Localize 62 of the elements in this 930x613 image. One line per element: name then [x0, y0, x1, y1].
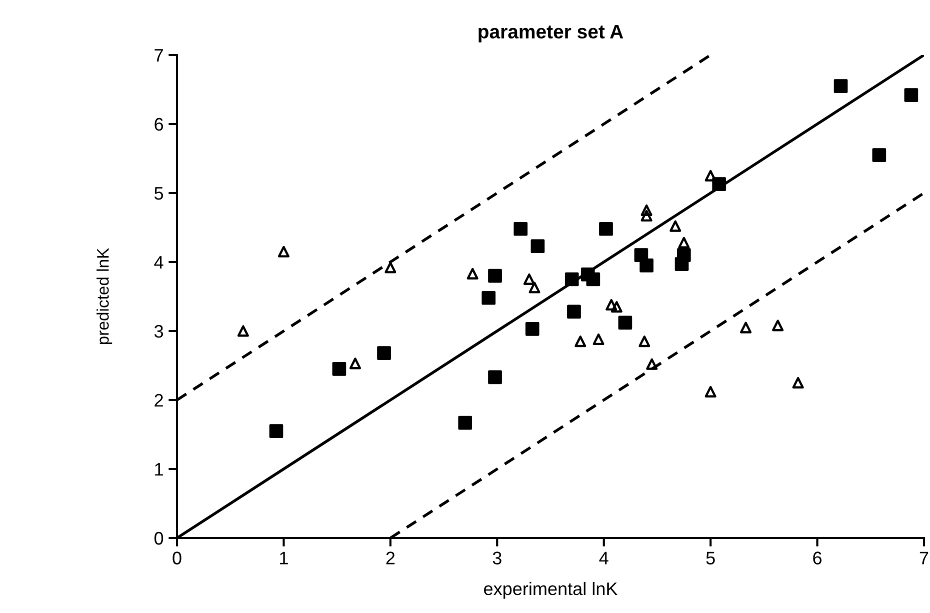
point — [530, 239, 545, 254]
point — [528, 282, 540, 294]
point — [618, 316, 632, 330]
point — [904, 88, 918, 102]
point — [599, 222, 613, 236]
point — [488, 268, 502, 283]
point — [670, 220, 682, 232]
x-tick-label: 7 — [920, 552, 928, 564]
x-tick-label: 1 — [280, 552, 288, 564]
point — [606, 299, 618, 311]
point — [638, 336, 650, 348]
x-tick-label: 4 — [599, 552, 608, 564]
point — [567, 304, 581, 319]
point — [792, 376, 804, 389]
point — [237, 325, 249, 337]
point — [514, 222, 528, 236]
chart-title: parameter set A — [478, 24, 624, 42]
y-tick-label: 6 — [154, 118, 164, 131]
point — [488, 370, 502, 384]
point — [640, 258, 654, 272]
point — [523, 273, 535, 286]
y-tick-label: 4 — [154, 256, 164, 269]
x-tick-label: 6 — [813, 552, 822, 564]
point — [704, 170, 716, 182]
y-tick-label: 3 — [154, 324, 164, 338]
y-tick-label: 5 — [154, 187, 164, 200]
point — [269, 424, 284, 438]
x-tick-label: 3 — [492, 552, 502, 564]
x-tick-label: 5 — [706, 552, 715, 564]
point — [525, 322, 540, 336]
y-tick-label: 7 — [154, 49, 163, 62]
point — [574, 336, 586, 348]
point — [564, 272, 579, 286]
point — [377, 346, 391, 360]
point — [772, 320, 784, 332]
x-tick-label: 0 — [172, 552, 182, 564]
point — [640, 210, 652, 222]
y-tick-label: 1 — [155, 463, 163, 476]
y-axis-title: predicted lnK — [96, 248, 112, 344]
point — [740, 322, 752, 334]
point — [640, 204, 652, 216]
point — [586, 272, 600, 286]
point — [278, 246, 290, 258]
point — [482, 290, 496, 305]
point — [384, 262, 396, 274]
y-tick-label: 2 — [154, 394, 163, 407]
point — [610, 301, 622, 313]
y-tick-label: 0 — [154, 532, 164, 545]
point — [712, 177, 726, 191]
point — [834, 79, 848, 93]
point — [678, 236, 690, 248]
point — [704, 386, 716, 398]
point — [674, 257, 689, 271]
x-axis-title: experimental lnK — [484, 582, 618, 599]
point — [872, 148, 886, 162]
point — [592, 334, 604, 346]
point — [332, 362, 346, 376]
point — [458, 416, 472, 430]
x-tick-label: 2 — [386, 552, 395, 564]
point — [349, 358, 361, 370]
point — [466, 268, 478, 280]
point — [646, 358, 658, 370]
